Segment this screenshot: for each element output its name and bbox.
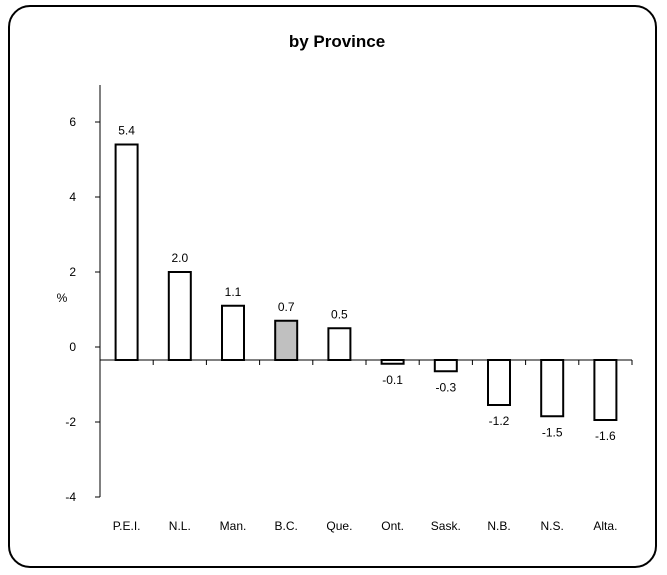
x-tick-label: Alta.	[593, 519, 617, 533]
y-tick-label: 0	[69, 340, 76, 354]
y-tick-label: 6	[69, 115, 76, 129]
data-label: 2.0	[171, 251, 188, 265]
y-axis-label: %	[57, 291, 68, 305]
x-tick-label: Man.	[220, 519, 247, 533]
bar-nl	[167, 271, 192, 361]
x-tick-label: N.L.	[169, 519, 191, 533]
bar-ns	[540, 359, 565, 418]
data-label: 0.5	[331, 307, 348, 321]
x-tick-label: N.B.	[487, 519, 510, 533]
x-tick-label: Sask.	[431, 519, 461, 533]
y-tick-label: 2	[69, 265, 76, 279]
bar-sask	[433, 359, 458, 373]
x-ticks	[99, 360, 633, 365]
x-tick-label: P.E.I.	[113, 519, 141, 533]
bar-bc	[274, 319, 299, 361]
y-tick-label: -2	[65, 415, 76, 429]
x-labels: P.E.I. N.L. Man. B.C. Que. Ont. Sask. N.B. N.S. A…	[113, 519, 618, 533]
data-label: 0.7	[278, 300, 295, 314]
x-tick-label: B.C.	[275, 519, 298, 533]
bar-que	[327, 327, 352, 361]
bar-nb	[487, 359, 511, 406]
x-tick-label: N.S.	[541, 519, 564, 533]
data-label: 5.4	[118, 124, 135, 138]
x-tick-label: Que.	[326, 519, 352, 533]
data-label: -0.1	[382, 373, 403, 387]
bar-pei	[114, 143, 139, 361]
bars	[114, 143, 618, 421]
y-ticks: 6 4 2 0 -2 -4	[65, 115, 100, 504]
x-tick-label: Ont.	[381, 519, 404, 533]
bar-alta	[593, 359, 618, 421]
data-label: 1.1	[225, 285, 242, 299]
data-label: -1.5	[542, 425, 563, 439]
data-label: -0.3	[435, 380, 456, 394]
bar-ont	[380, 359, 405, 365]
bar-man	[221, 304, 245, 361]
data-label: -1.6	[595, 429, 616, 443]
y-tick-label: 4	[69, 190, 76, 204]
data-labels: 5.4 2.0 1.1 0.7 0.5 -0.1 -0.3 -1.2 -1.5 -1.6	[118, 124, 616, 444]
data-label: -1.2	[489, 414, 510, 428]
chart-title: by Province	[289, 32, 385, 51]
y-tick-label: -4	[65, 490, 76, 504]
